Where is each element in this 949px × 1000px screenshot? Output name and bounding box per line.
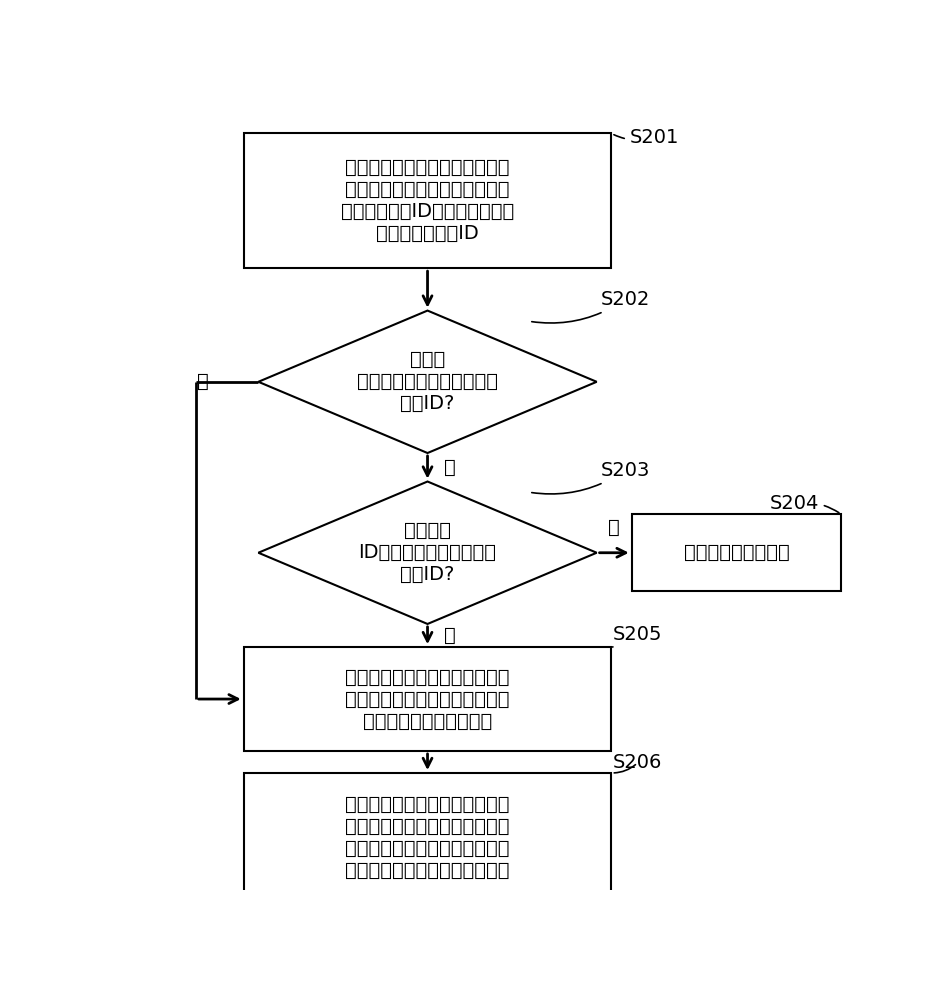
Text: 是: 是 — [444, 458, 456, 477]
Text: 预设的
状态信息表中是否存在所述
第一ID?: 预设的 状态信息表中是否存在所述 第一ID? — [357, 350, 498, 413]
Polygon shape — [258, 482, 597, 624]
Bar — [244, 647, 611, 751]
Text: S206: S206 — [613, 753, 662, 773]
Text: 否: 否 — [197, 372, 209, 391]
Text: S202: S202 — [531, 290, 650, 323]
Bar — [244, 133, 611, 268]
Text: S201: S201 — [614, 128, 679, 147]
Text: S203: S203 — [531, 461, 650, 494]
Bar — [632, 514, 841, 591]
Text: 所述第一
ID对应的信息中是否存在
第二ID?: 所述第一 ID对应的信息中是否存在 第二ID? — [359, 521, 496, 584]
Text: 拒绝该实例运行请求: 拒绝该实例运行请求 — [683, 543, 790, 562]
Text: 运行所述实例，向该客户端反馈
已运行信息，并将该实例运行信
息存储至所述状态信息表: 运行所述实例，向该客户端反馈 已运行信息，并将该实例运行信 息存储至所述状态信息… — [345, 668, 510, 731]
Polygon shape — [258, 311, 597, 453]
Bar — [244, 773, 611, 902]
Text: 实时监控所述实例的运行状态，
若在预设时间域值内该实例的运
行状态未发生改变，则删除所述
状态信息表中该实例的运行信息: 实时监控所述实例的运行状态， 若在预设时间域值内该实例的运 行状态未发生改变，则… — [345, 795, 510, 880]
Text: 是: 是 — [608, 518, 620, 537]
Text: 否: 否 — [444, 626, 456, 645]
Text: S204: S204 — [770, 494, 839, 513]
Text: S205: S205 — [611, 625, 662, 647]
Text: 接收客户端发送的实例运行请求
信息，所述信息中携带有表示该
客户端的第一ID以及该实例所属
应用程序的第二ID: 接收客户端发送的实例运行请求 信息，所述信息中携带有表示该 客户端的第一ID以及… — [341, 158, 514, 243]
